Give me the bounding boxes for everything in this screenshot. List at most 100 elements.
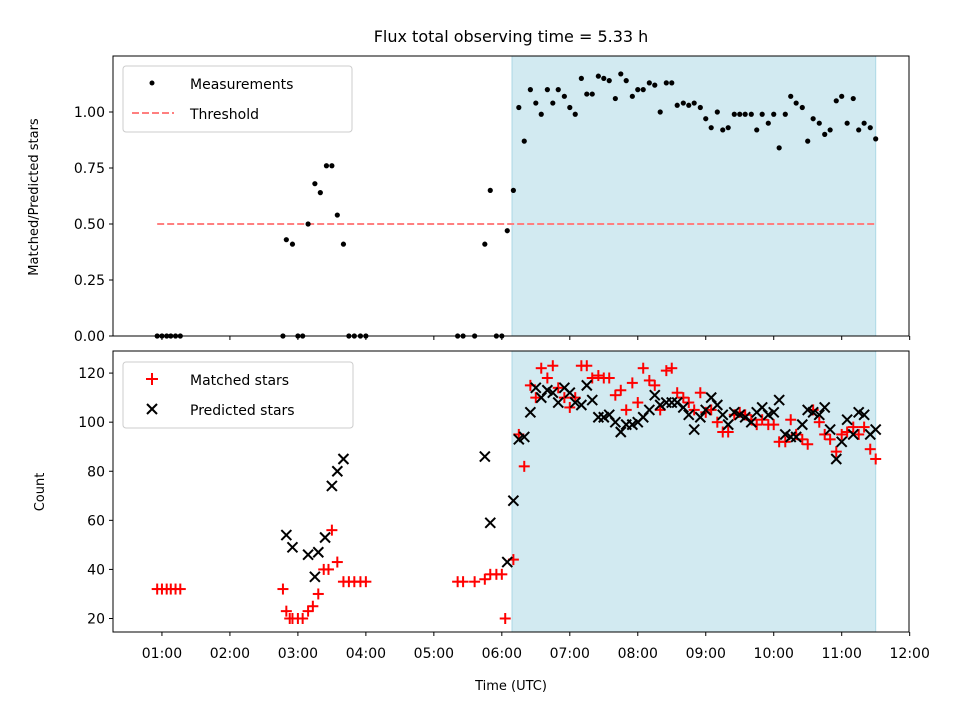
matched-point xyxy=(326,524,338,536)
predicted-point xyxy=(326,480,338,492)
matched-point xyxy=(499,613,511,625)
y-tick-label: 0.75 xyxy=(74,161,105,177)
predicted-point xyxy=(796,418,808,431)
predicted-point xyxy=(312,546,324,558)
predicted-point xyxy=(745,416,758,428)
y-tick-label: 20 xyxy=(87,612,105,628)
measurement-point xyxy=(674,102,680,108)
measurement-point xyxy=(708,125,714,131)
matched-point xyxy=(643,374,655,386)
measurement-point xyxy=(788,93,794,99)
predicted-point xyxy=(569,396,581,409)
measurements-legend-marker xyxy=(149,80,155,86)
predicted-point xyxy=(319,531,331,544)
shaded-region xyxy=(511,55,877,337)
predicted-point xyxy=(677,401,690,414)
measurement-point xyxy=(601,75,607,81)
measurement-point xyxy=(833,98,839,104)
matched-point xyxy=(649,379,661,391)
matched-point xyxy=(671,387,683,399)
y-tick-label: 1.00 xyxy=(74,105,105,121)
predicted-point xyxy=(581,379,593,392)
measurement-point xyxy=(657,109,663,115)
bottom-legend-box xyxy=(122,361,354,429)
predicted-point xyxy=(547,387,559,399)
matched-point xyxy=(836,428,848,440)
predicted-point xyxy=(773,394,785,406)
bottom-y-axis-label: Count xyxy=(33,473,48,512)
measurement-point xyxy=(283,237,289,243)
measurement-point xyxy=(595,73,601,79)
predicted-point xyxy=(841,414,853,426)
count-panel: 20 40 60 80 100 120 01:00 02:00 03:00 04:00 05:00… xyxy=(33,350,930,694)
measurement-point xyxy=(538,111,544,117)
predicted-point xyxy=(524,406,537,419)
matched-point xyxy=(620,404,632,416)
predicted-point xyxy=(790,431,802,443)
matched-point xyxy=(870,453,882,465)
predicted-point xyxy=(858,409,870,421)
matched-point xyxy=(632,397,644,409)
measurement-point xyxy=(652,82,658,88)
measurement-point xyxy=(612,95,618,102)
matched-point xyxy=(541,372,553,384)
predicted-point xyxy=(711,399,724,411)
measurement-point xyxy=(793,100,799,106)
threshold-legend-label: Threshold xyxy=(189,107,259,123)
matched-point xyxy=(586,372,598,384)
matched-point xyxy=(660,365,672,377)
predicted-point xyxy=(824,423,836,436)
matched-point xyxy=(768,419,780,431)
matched-point xyxy=(637,362,649,374)
measurement-point xyxy=(799,104,805,111)
y-tick-label: 0.50 xyxy=(74,217,105,233)
measurement-point xyxy=(691,100,697,106)
x-tick-label: 03:00 xyxy=(278,646,318,662)
matched-point xyxy=(615,384,627,396)
top-y-axis-label: Matched/Predicted stars xyxy=(27,118,42,276)
top-axes-frame xyxy=(112,55,910,337)
predicted-point xyxy=(484,517,496,529)
x-tick-label: 02:00 xyxy=(210,646,250,662)
matched-point xyxy=(547,360,559,372)
measurement-point xyxy=(742,111,748,117)
measurement-point xyxy=(629,93,635,99)
matched-point xyxy=(530,392,542,404)
matched-point xyxy=(479,573,491,585)
y-tick-label: 0.00 xyxy=(74,329,105,345)
matched-point xyxy=(785,414,797,426)
matched-point xyxy=(779,436,791,448)
measurement-point xyxy=(521,138,527,144)
matched-point xyxy=(813,416,825,428)
top-legend-box xyxy=(122,65,353,133)
matched-point xyxy=(552,382,564,394)
matched-point xyxy=(864,443,876,455)
predicted-point xyxy=(847,428,859,441)
matched-point xyxy=(626,377,638,389)
predicted-point xyxy=(869,423,882,436)
predicted-point xyxy=(688,423,700,436)
matched-point xyxy=(858,421,870,433)
x-tick-label: 06:00 xyxy=(482,646,522,662)
predicted-point xyxy=(309,571,321,583)
matched-point xyxy=(174,583,186,595)
measurement-point xyxy=(861,120,867,126)
x-tick-label: 08:00 xyxy=(618,646,658,662)
predicted-point xyxy=(302,548,314,561)
shaded-region xyxy=(511,350,877,633)
matched-point xyxy=(802,438,814,450)
measurement-point xyxy=(329,163,335,169)
measurement-point xyxy=(618,71,624,77)
measurement-point xyxy=(765,120,771,126)
measurement-point xyxy=(805,138,811,144)
x-tick-label: 10:00 xyxy=(754,646,794,662)
matched-point xyxy=(824,433,836,445)
measurement-point xyxy=(720,127,726,133)
measurement-point xyxy=(289,241,296,247)
matched-point xyxy=(496,568,508,580)
predicted-point xyxy=(518,431,530,443)
measurement-point xyxy=(737,111,743,117)
predicted-point xyxy=(654,399,666,411)
measurement-point xyxy=(640,87,646,93)
predicted-point xyxy=(813,409,825,421)
